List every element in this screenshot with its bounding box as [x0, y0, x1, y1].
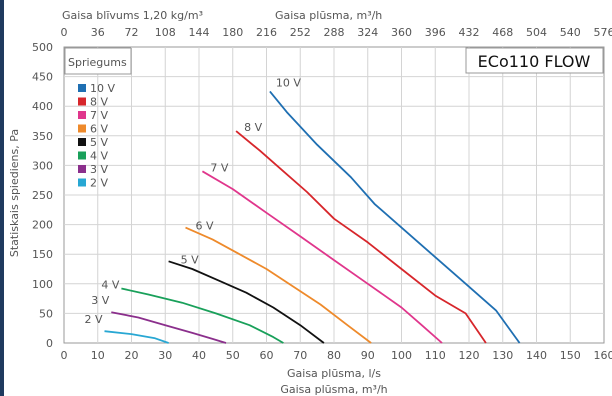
series-line-5 [168, 260, 325, 344]
curve-label: 3 V [91, 294, 109, 307]
curve-label: 6 V [196, 220, 214, 233]
x-tick-label: 110 [425, 349, 446, 362]
y-tick-label: 300 [32, 159, 53, 172]
legend-swatch [78, 97, 86, 106]
y-tick-label: 450 [32, 71, 53, 84]
legend-swatch [78, 84, 86, 92]
x-tick-label: 30 [158, 349, 172, 362]
x-tick-labels: 0 10 20 30 40 50 60 70 80 90 100 110 120 130 140 150 160 [61, 349, 612, 362]
y-axis-title: Statiskais spiediens, Pa [8, 129, 21, 257]
series-line-6 [121, 287, 284, 344]
series-line-8 [104, 330, 169, 344]
x-axis-title: Gaisa plūsma, l/s [287, 367, 381, 380]
chart-title: ECo110 FLOW [478, 52, 591, 71]
legend-swatch [78, 178, 86, 187]
curve-label: 5 V [181, 253, 199, 266]
curve-label: 4 V [101, 279, 119, 292]
title-box [465, 47, 604, 74]
legend-entry: 4 V [90, 150, 108, 163]
curve-label: 2 V [85, 313, 103, 326]
top-tick-label: 144 [189, 26, 210, 39]
x-tick-label: 40 [192, 349, 206, 362]
x-tick-label: 20 [125, 349, 139, 362]
legend-entry: 8 V [90, 96, 108, 109]
x-tick-label: 0 [61, 349, 68, 362]
top-axis-label-density: Gaisa blīvums 1,20 kg/m³ [62, 9, 203, 22]
top-tick-label: 36 [91, 26, 105, 39]
top-tick-label: 0 [61, 26, 68, 39]
top-tick-label: 180 [222, 26, 243, 39]
x-tick-label: 80 [327, 349, 341, 362]
performance-curves [104, 90, 521, 344]
series-line-7 [111, 311, 227, 344]
series-line-4 [185, 226, 372, 344]
x-tick-label: 90 [361, 349, 375, 362]
x-tick-label: 70 [293, 349, 307, 362]
x-tick-label: 60 [260, 349, 274, 362]
top-tick-label: 324 [357, 26, 378, 39]
top-tick-label: 576 [594, 26, 612, 39]
top-tick-label: 252 [290, 26, 311, 39]
top-tick-label: 216 [256, 26, 277, 39]
legend-entry: 10 V [90, 82, 115, 95]
legend-title: Spriegums [68, 56, 127, 69]
top-axis-label-flow: Gaisa plūsma, m³/h [275, 9, 382, 22]
legend-entry: 7 V [90, 109, 108, 122]
legend-swatch [78, 124, 86, 133]
legend-entry: 6 V [90, 123, 108, 136]
legend-swatch [78, 111, 86, 119]
y-tick-labels: 0 50 100 150 200 250 300 350 400 450 500 [32, 41, 53, 350]
y-tick-label: 200 [32, 219, 53, 232]
top-tick-labels: 0 36 72 108 144 180 216 252 288 324 360 396 432 468 50… [61, 26, 612, 39]
series-line-2 [235, 130, 487, 344]
legend-swatch [78, 165, 86, 173]
y-tick-label: 150 [32, 248, 53, 261]
x-tick-label: 120 [459, 349, 480, 362]
y-tick-label: 50 [39, 307, 53, 320]
legend-swatch [78, 151, 86, 160]
left-edge-strip [0, 0, 4, 396]
x-tick-label: 100 [391, 349, 412, 362]
series-line-1 [269, 90, 521, 344]
y-tick-label: 400 [32, 100, 53, 113]
top-tick-label: 396 [425, 26, 446, 39]
y-tick-label: 250 [32, 189, 53, 202]
y-tick-label: 100 [32, 278, 53, 291]
top-tick-label: 360 [391, 26, 412, 39]
top-tick-label: 432 [459, 26, 480, 39]
top-tick-label: 504 [526, 26, 547, 39]
legend-entry: 3 V [90, 163, 108, 176]
x-tick-label: 150 [560, 349, 581, 362]
x-axis-title-m3h: Gaisa plūsma, m³/h [280, 383, 387, 396]
series-line-3 [201, 170, 443, 344]
x-tick-label: 50 [226, 349, 240, 362]
top-tick-label: 540 [560, 26, 581, 39]
top-tick-label: 108 [155, 26, 176, 39]
x-tick-label: 160 [594, 349, 612, 362]
x-tick-label: 140 [526, 349, 547, 362]
legend-swatch [78, 138, 86, 146]
y-tick-label: 0 [46, 337, 53, 350]
top-tick-label: 72 [125, 26, 139, 39]
y-tick-label: 500 [32, 41, 53, 54]
legend: 10 V8 V7 V6 V5 V4 V3 V2 V [78, 82, 115, 190]
curve-label: 7 V [210, 161, 228, 174]
x-tick-label: 10 [91, 349, 105, 362]
legend-title-box [64, 47, 132, 75]
legend-entry: 2 V [90, 177, 108, 190]
grid-lines [64, 47, 604, 343]
y-tick-label: 350 [32, 130, 53, 143]
legend-entry: 5 V [90, 136, 108, 149]
top-tick-label: 468 [492, 26, 513, 39]
top-tick-label: 288 [324, 26, 345, 39]
curve-label: 10 V [276, 76, 301, 89]
curve-label: 8 V [244, 121, 262, 134]
curve-labels: 10 V8 V7 V6 V5 V4 V3 V2 V [85, 76, 302, 326]
x-tick-label: 130 [492, 349, 513, 362]
